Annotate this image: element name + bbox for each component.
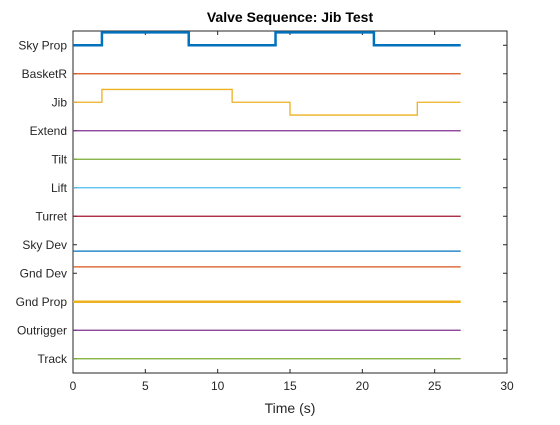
series-line-jib — [73, 88, 461, 116]
series-line-sky-prop — [73, 31, 461, 47]
x-tick-label: 25 — [428, 379, 442, 393]
y-tick-label-extend: Extend — [30, 124, 67, 138]
x-tick-label: 5 — [142, 379, 149, 393]
plot-area: 0 5 10 15 20 25 30 Sky Prop BasketR Jib Extend Tilt… — [16, 30, 514, 393]
y-tick-label-track: Track — [37, 352, 68, 366]
x-tick-label: 30 — [500, 379, 514, 393]
y-tick-label-jib: Jib — [52, 95, 68, 109]
y-tick-label-sky-prop: Sky Prop — [18, 38, 67, 52]
y-tick-label-gnd-dev: Gnd Dev — [20, 266, 67, 280]
x-tick-label: 20 — [356, 379, 370, 393]
y-tick-label-lift: Lift — [51, 181, 68, 195]
x-tick-label: 15 — [283, 379, 297, 393]
y-tick-label-basketr: BasketR — [22, 67, 68, 81]
y-tick-label-sky-dev: Sky Dev — [22, 238, 67, 252]
y-tick-label-outrigger: Outrigger — [17, 323, 67, 337]
x-tick-label: 0 — [70, 379, 77, 393]
x-axis-label: Time (s) — [265, 400, 316, 416]
y-tick-label-gnd-prop: Gnd Prop — [16, 295, 68, 309]
axes-box — [72, 30, 508, 374]
y-tick-label-tilt: Tilt — [51, 152, 67, 166]
chart-title: Valve Sequence: Jib Test — [207, 9, 374, 25]
x-tick-label: 10 — [211, 379, 225, 393]
y-tick-label-turret: Turret — [35, 209, 67, 223]
